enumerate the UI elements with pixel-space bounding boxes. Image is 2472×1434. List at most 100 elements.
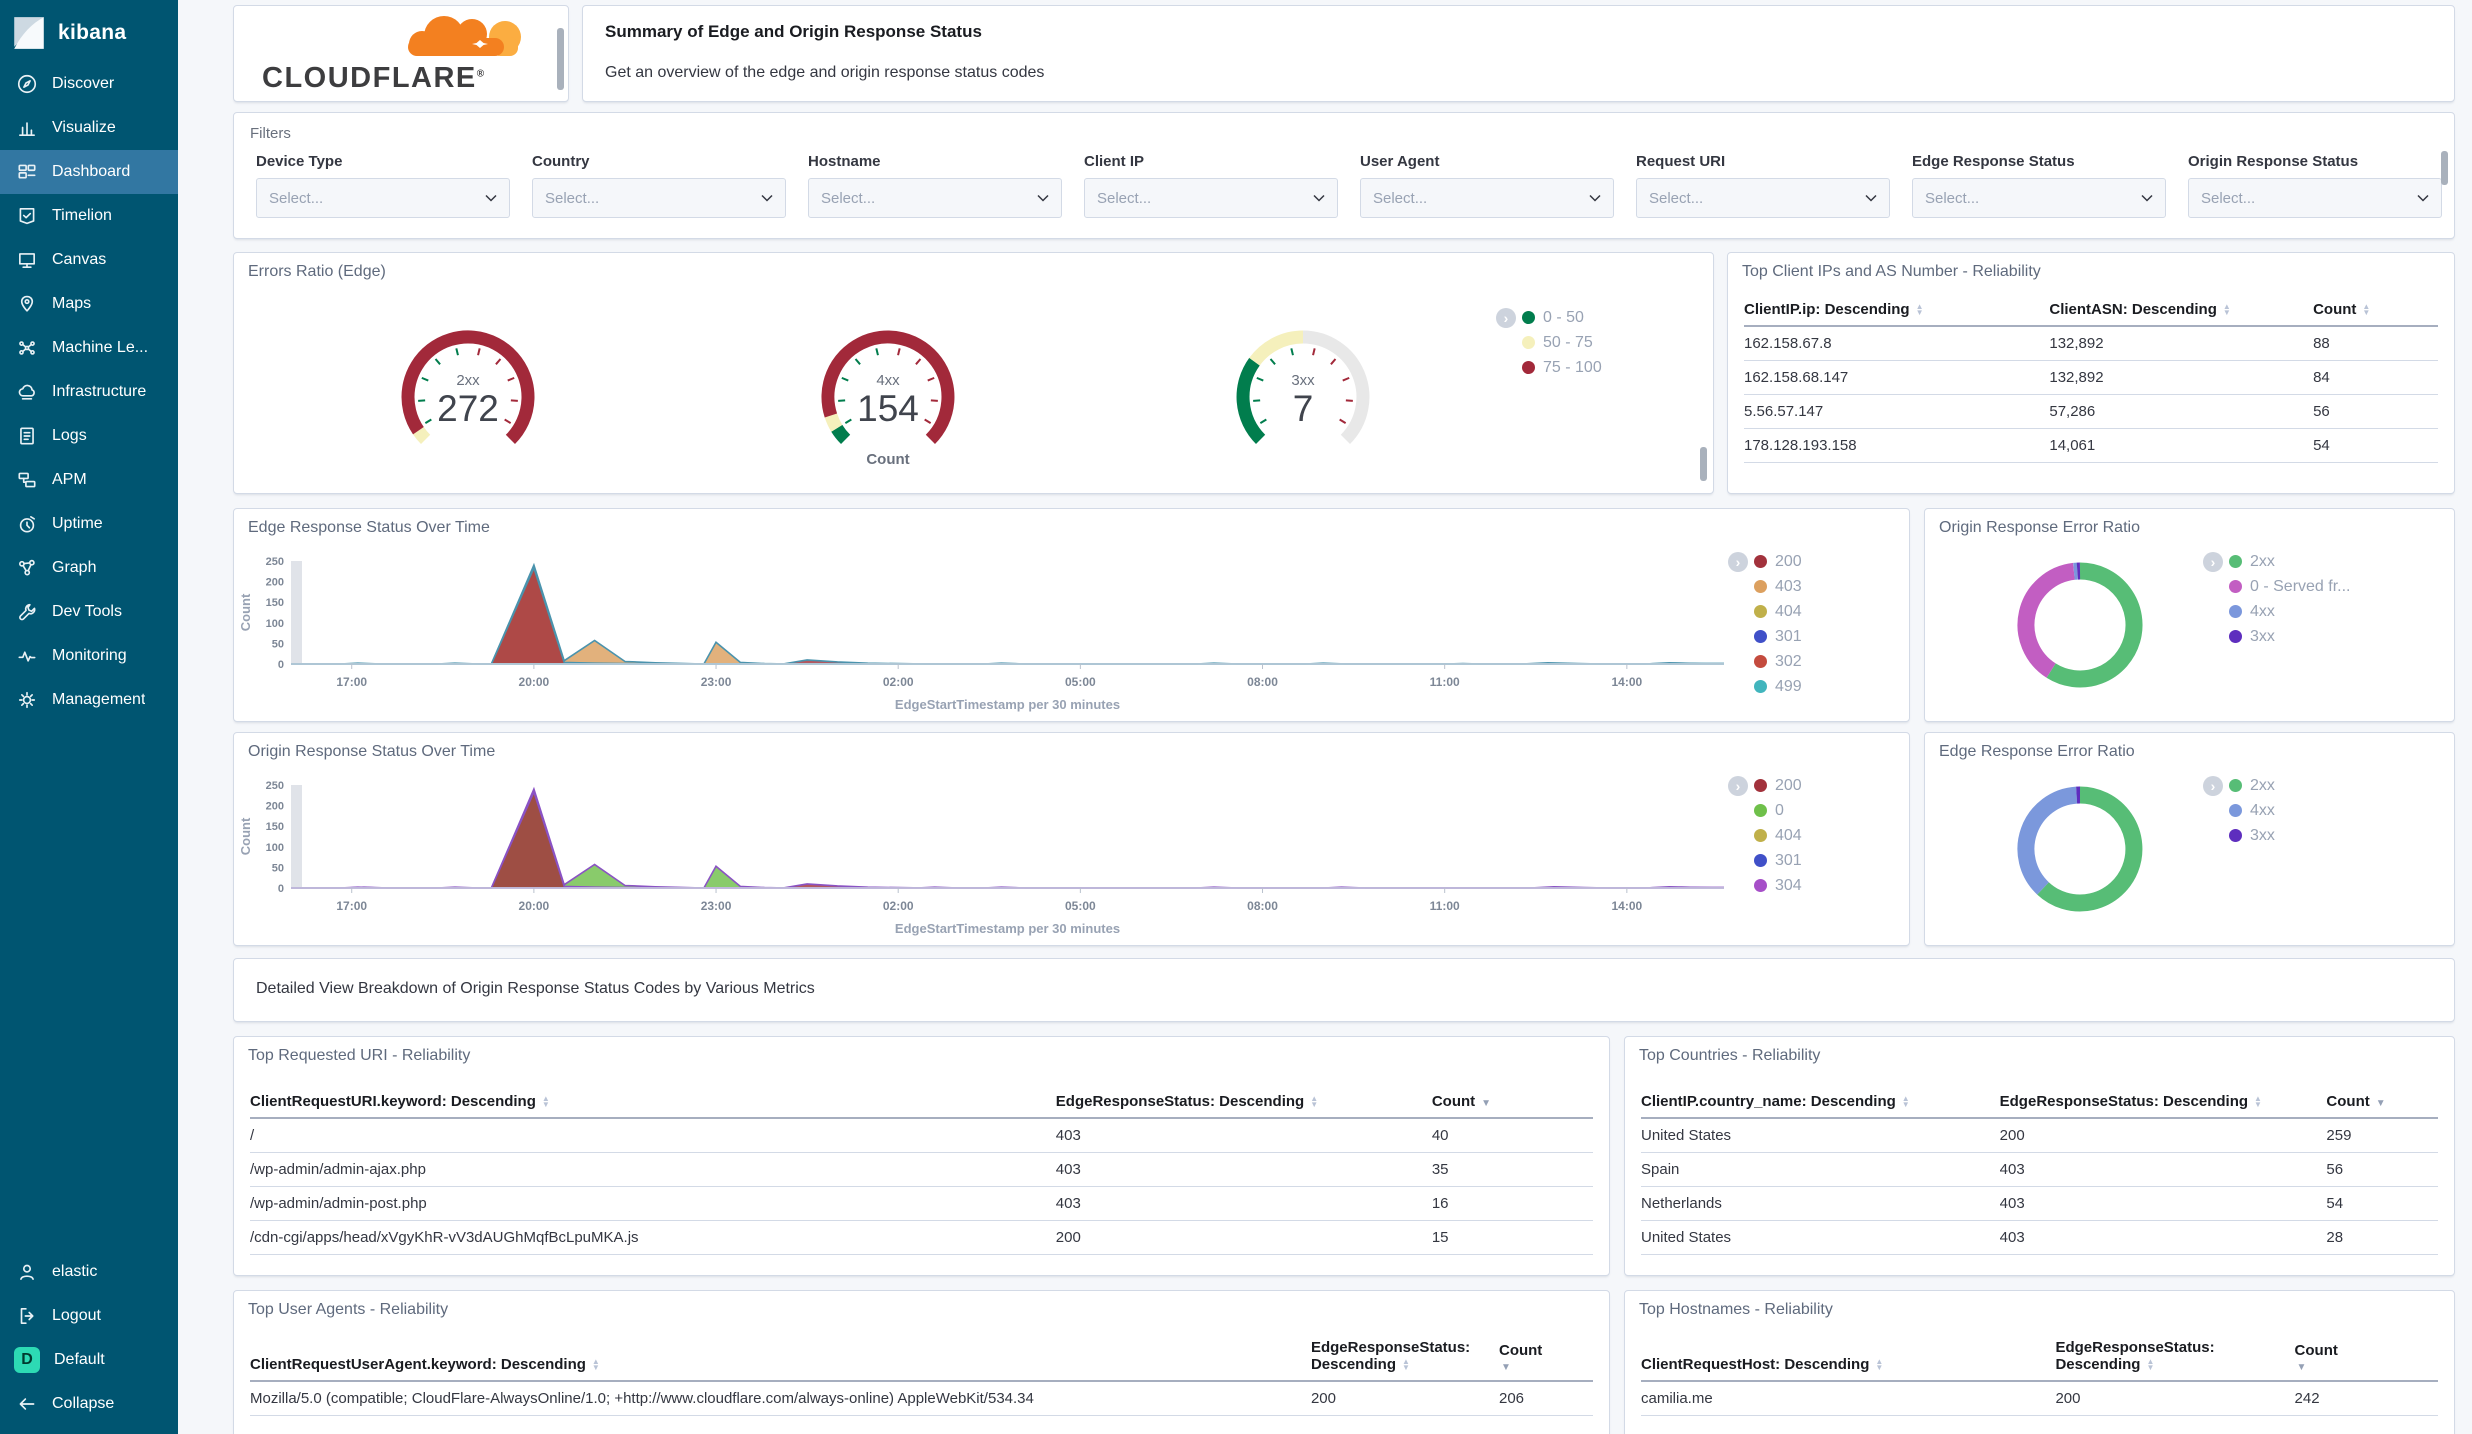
sidebar-item-label: Monitoring xyxy=(52,647,127,664)
filter-select-device-type[interactable]: Select... xyxy=(256,178,510,218)
legend-item-0[interactable]: 0 xyxy=(1728,802,1802,819)
column-header[interactable]: ClientRequestUserAgent.keyword: Descendi… xyxy=(250,1335,1311,1382)
sort-both-icon: ▲ ▼ xyxy=(541,1094,550,1110)
sidebar-item-collapse[interactable]: Collapse xyxy=(0,1382,178,1426)
legend-expander-icon[interactable]: › xyxy=(1728,551,1748,572)
sort-both-icon: ▲ ▼ xyxy=(2222,302,2231,318)
sidebar-item-timelion[interactable]: Timelion xyxy=(0,194,178,238)
svg-text:250: 250 xyxy=(266,556,284,568)
legend-item-301[interactable]: 301 xyxy=(1728,852,1802,869)
origin-status-area-chart[interactable]: 0 50 100 150 200 250 17:00 20:00 23:00 02:00 05:00… xyxy=(234,733,1909,945)
kibana-logo[interactable]: kibana xyxy=(0,0,178,62)
column-header[interactable]: EdgeResponseStatus: Descending ▲ ▼ xyxy=(1055,1089,1432,1119)
legend-item-2xx[interactable]: › 2xx xyxy=(2203,551,2350,572)
sidebar-item-dashboard[interactable]: Dashboard xyxy=(0,150,178,194)
sidebar-item-discover[interactable]: Discover xyxy=(0,62,178,106)
table-cell: 132,892 xyxy=(2049,360,2314,395)
legend-item-200[interactable]: › 200 xyxy=(1728,775,1802,796)
legend-expander-icon[interactable]: › xyxy=(1496,307,1516,328)
gauge-4xx[interactable]: 4xx 154 xyxy=(778,309,998,475)
edge-error-ratio-donut[interactable] xyxy=(1925,733,2235,945)
sidebar-item-uptime[interactable]: Uptime xyxy=(0,502,178,546)
origin-error-ratio-donut[interactable] xyxy=(1925,509,2235,721)
filter-label: Request URI xyxy=(1636,153,1726,170)
requested-uri-table: ClientRequestURI.keyword: Descending ▲ ▼ Ed… xyxy=(250,1089,1593,1255)
svg-text:154: 154 xyxy=(857,388,919,429)
sidebar-item-default[interactable]: D Default xyxy=(0,1338,178,1382)
sidebar-item-visualize[interactable]: Visualize xyxy=(0,106,178,150)
filter-select-user-agent[interactable]: Select... xyxy=(1360,178,1614,218)
gauge-2xx[interactable]: 2xx 272 xyxy=(358,309,578,475)
sidebar-item-apm[interactable]: APM xyxy=(0,458,178,502)
legend-item-403[interactable]: 403 xyxy=(1728,578,1802,595)
filter-select-country[interactable]: Select... xyxy=(532,178,786,218)
legend-item-3xx[interactable]: 3xx xyxy=(2203,628,2350,645)
filter-select-client-ip[interactable]: Select... xyxy=(1084,178,1338,218)
legend-item-302[interactable]: 302 xyxy=(1728,653,1802,670)
column-header[interactable]: Count ▼ xyxy=(1431,1089,1593,1119)
legend-item-499[interactable]: 499 xyxy=(1728,678,1802,695)
legend-item-4xx[interactable]: 4xx xyxy=(2203,603,2350,620)
svg-text:200: 200 xyxy=(266,577,284,589)
column-header[interactable]: EdgeResponseStatus: Descending ▲ ▼ xyxy=(1999,1089,2327,1119)
legend-item-404[interactable]: 404 xyxy=(1728,827,1802,844)
legend-expander-icon[interactable]: › xyxy=(2203,551,2223,572)
filter-select-request-uri[interactable]: Select... xyxy=(1636,178,1890,218)
table-cell: 40 xyxy=(1431,1118,1593,1153)
filter-select-edge-response-status[interactable]: Select... xyxy=(1912,178,2166,218)
table-cell: 162.158.68.147 xyxy=(1744,360,2050,395)
filter-select-hostname[interactable]: Select... xyxy=(808,178,1062,218)
sidebar-footer: elastic Logout D Default Collapse xyxy=(0,1250,178,1426)
svg-text:50: 50 xyxy=(272,862,284,874)
column-header[interactable]: ClientRequestURI.keyword: Descending ▲ ▼ xyxy=(250,1089,1056,1119)
graph-icon xyxy=(19,559,35,576)
gauge-3xx[interactable]: 3xx 7 xyxy=(1193,309,1413,475)
legend-item-0-served-fr-[interactable]: 0 - Served fr... xyxy=(2203,578,2350,595)
column-header[interactable]: EdgeResponseStatus: Descending ▲ ▼ xyxy=(1310,1335,1499,1382)
sidebar-item-maps[interactable]: Maps xyxy=(0,282,178,326)
sidebar-item-monitoring[interactable]: Monitoring xyxy=(0,634,178,678)
column-header[interactable]: Count ▲ ▼ xyxy=(2313,297,2438,327)
chevron-down-icon xyxy=(1313,194,1325,202)
column-header[interactable]: Count ▼ xyxy=(2294,1335,2438,1382)
sidebar-item-machine-le[interactable]: Machine Le... xyxy=(0,326,178,370)
legend-item-304[interactable]: 304 xyxy=(1728,877,1802,894)
legend-item-301[interactable]: 301 xyxy=(1728,628,1802,645)
filter-select-origin-response-status[interactable]: Select... xyxy=(2188,178,2442,218)
legend-item-75-100[interactable]: 75 - 100 xyxy=(1496,359,1602,376)
sidebar-item-logs[interactable]: Logs xyxy=(0,414,178,458)
column-header[interactable]: ClientIP.country_name: Descending ▲ ▼ xyxy=(1641,1089,2000,1119)
sidebar-item-graph[interactable]: Graph xyxy=(0,546,178,590)
client-ips-table: ClientIP.ip: Descending ▲ ▼ ClientASN: Desc… xyxy=(1744,297,2438,463)
gauge-panel-scrollbar[interactable] xyxy=(1700,447,1707,481)
legend-item-50-75[interactable]: 50 - 75 xyxy=(1496,334,1602,351)
sidebar-item-infrastructure[interactable]: Infrastructure xyxy=(0,370,178,414)
legend-item-0-50[interactable]: › 0 - 50 xyxy=(1496,307,1602,328)
legend-expander-icon[interactable]: › xyxy=(1728,775,1748,796)
top-user-agents-panel: Top User Agents - Reliability ClientRequ… xyxy=(233,1290,1610,1434)
sidebar-item-logout[interactable]: Logout xyxy=(0,1294,178,1338)
legend-item-2xx[interactable]: › 2xx xyxy=(2203,775,2275,796)
sidebar-item-dev-tools[interactable]: Dev Tools xyxy=(0,590,178,634)
logo-panel-scrollbar[interactable] xyxy=(557,28,564,90)
legend-color-dot xyxy=(1754,854,1767,867)
sidebar-item-canvas[interactable]: Canvas xyxy=(0,238,178,282)
column-header[interactable]: EdgeResponseStatus: Descending ▲ ▼ xyxy=(2055,1335,2295,1382)
legend-item-200[interactable]: › 200 xyxy=(1728,551,1802,572)
filters-panel-scrollbar[interactable] xyxy=(2441,151,2448,185)
edge-status-area-chart[interactable]: 0 50 100 150 200 250 17:00 20:00 23:00 02:00 05:00… xyxy=(234,509,1909,721)
column-header[interactable]: ClientASN: Descending ▲ ▼ xyxy=(2049,297,2314,327)
column-header[interactable]: ClientRequestHost: Descending ▲ ▼ xyxy=(1641,1335,2056,1382)
column-header[interactable]: Count ▼ xyxy=(2326,1089,2438,1119)
legend-expander-icon[interactable]: › xyxy=(2203,775,2223,796)
column-header[interactable]: Count ▼ xyxy=(1498,1335,1593,1382)
sidebar-item-elastic[interactable]: elastic xyxy=(0,1250,178,1294)
legend-item-3xx[interactable]: 3xx xyxy=(2203,827,2275,844)
sidebar-item-management[interactable]: Management xyxy=(0,678,178,722)
column-header[interactable]: ClientIP.ip: Descending ▲ ▼ xyxy=(1744,297,2050,327)
panel-title: Top Client IPs and AS Number - Reliabili… xyxy=(1742,263,2041,280)
panel-title: Top Hostnames - Reliability xyxy=(1639,1301,1833,1318)
svg-text:17:00: 17:00 xyxy=(336,899,367,913)
legend-item-4xx[interactable]: 4xx xyxy=(2203,802,2275,819)
legend-item-404[interactable]: 404 xyxy=(1728,603,1802,620)
